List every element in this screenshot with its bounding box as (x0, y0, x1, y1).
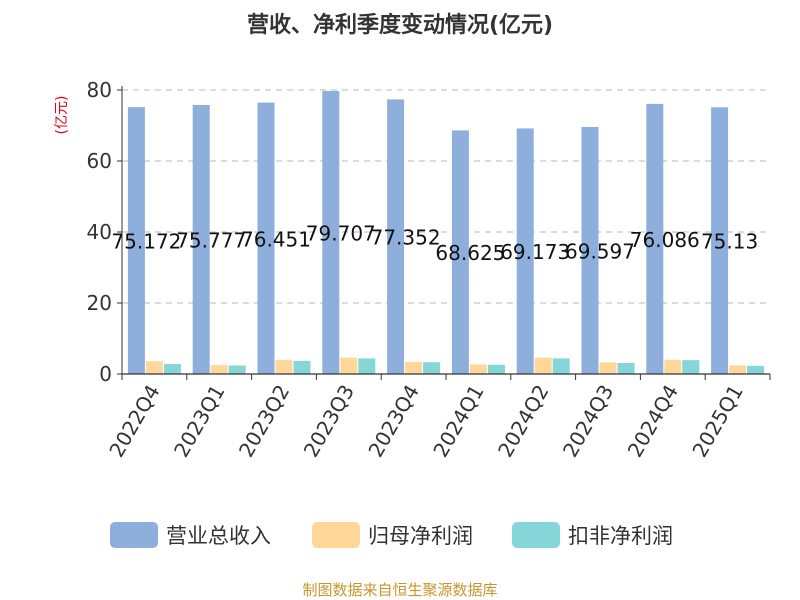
source-note: 制图数据来自恒生聚源数据库 (302, 581, 497, 599)
bar-2 (599, 362, 617, 374)
bar-1 (192, 104, 210, 375)
bar-2 (340, 357, 358, 374)
bar-3 (682, 360, 700, 374)
y-axis-label: (亿元) (54, 96, 70, 135)
bar-3 (617, 362, 635, 374)
data-label: 77.352 (371, 226, 441, 250)
bar-3 (747, 365, 765, 374)
bar-3 (228, 365, 246, 374)
bar-1 (322, 91, 340, 374)
data-label: 75.13 (701, 230, 758, 254)
data-label: 69.597 (565, 239, 635, 263)
legend-item[interactable]: 扣非净利润 (512, 522, 673, 548)
bar-3 (358, 358, 376, 374)
legend-item[interactable]: 归母净利润 (312, 522, 473, 548)
legend-swatch (512, 522, 560, 548)
y-axis-ticks: 0 20 40 60 80 (87, 78, 122, 386)
legend[interactable]: 营业总收入 归母净利润 扣非净利润 (110, 522, 673, 548)
data-label: 75.172 (111, 230, 181, 254)
bar-2 (729, 365, 747, 374)
bar-3 (293, 360, 311, 374)
x-tick-label: 2024Q4 (623, 381, 683, 462)
legend-swatch (312, 522, 360, 548)
bar-1 (257, 102, 275, 375)
data-labels: 75.17275.77776.45179.70777.35268.62569.1… (111, 222, 758, 266)
x-tick-label: 2023Q1 (169, 381, 229, 462)
legend-item[interactable]: 营业总收入 (110, 522, 271, 548)
bar-1 (451, 130, 469, 374)
y-tick-label: 40 (87, 220, 112, 244)
bar-2 (405, 361, 423, 374)
gridlines (122, 89, 770, 304)
x-tick-label: 2023Q3 (299, 381, 359, 462)
bar-1 (516, 128, 534, 374)
bar-2 (534, 357, 552, 374)
bar-2 (210, 365, 228, 374)
bar-3 (423, 362, 441, 374)
bar-2 (469, 364, 487, 374)
y-tick-label: 20 (87, 291, 112, 315)
data-label: 76.086 (630, 228, 700, 252)
bar-1 (646, 103, 664, 374)
y-tick-label: 0 (99, 362, 112, 386)
chart-title: 营收、净利季度变动情况(亿元) (247, 12, 553, 38)
bars (127, 91, 765, 375)
y-tick-label: 80 (87, 78, 112, 102)
bar-3 (163, 364, 181, 374)
bar-1 (127, 107, 145, 374)
bar-1 (387, 99, 405, 375)
x-tick-label: 2023Q4 (363, 381, 423, 462)
data-label: 75.777 (176, 228, 246, 252)
legend-label: 扣非净利润 (568, 524, 673, 548)
bar-2 (275, 359, 293, 374)
x-tick-label: 2023Q2 (234, 381, 294, 462)
x-tick-label: 2024Q2 (493, 381, 553, 462)
data-label: 69.173 (500, 240, 570, 264)
bar-2 (145, 361, 163, 374)
legend-swatch (110, 522, 158, 548)
bar-3 (552, 358, 570, 374)
x-tick-label: 2022Q4 (104, 381, 164, 462)
y-tick-label: 60 (87, 149, 112, 173)
data-label: 79.707 (306, 222, 376, 246)
bar-1 (711, 107, 729, 374)
legend-label: 营业总收入 (166, 524, 271, 548)
x-tick-label: 2024Q1 (428, 381, 488, 462)
bar-1 (581, 126, 599, 374)
data-label: 76.451 (241, 227, 311, 251)
x-tick-label: 2025Q1 (687, 381, 747, 462)
bar-2 (664, 359, 682, 374)
bar-3 (487, 364, 505, 374)
legend-label: 归母净利润 (368, 524, 473, 548)
x-tick-label: 2024Q3 (558, 381, 618, 462)
data-label: 68.625 (435, 241, 505, 265)
